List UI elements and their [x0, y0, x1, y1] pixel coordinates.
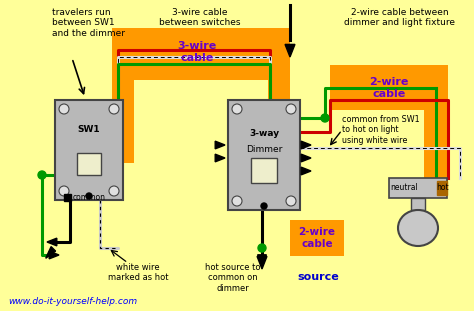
Circle shape	[59, 186, 69, 196]
Polygon shape	[301, 141, 311, 149]
Polygon shape	[46, 247, 55, 258]
Text: white wire
marked as hot: white wire marked as hot	[108, 263, 168, 282]
Polygon shape	[47, 238, 57, 246]
Bar	[77, 153, 101, 175]
Text: www.do-it-yourself-help.com: www.do-it-yourself-help.com	[8, 297, 137, 306]
Text: Dimmer: Dimmer	[246, 145, 282, 154]
Circle shape	[286, 196, 296, 206]
Polygon shape	[49, 251, 59, 259]
Polygon shape	[215, 154, 225, 162]
Circle shape	[232, 196, 242, 206]
Bar	[389, 178, 447, 198]
Bar	[228, 100, 300, 210]
Circle shape	[109, 104, 119, 114]
Circle shape	[321, 114, 329, 122]
Bar	[411, 198, 425, 210]
Bar	[268, 28, 290, 163]
FancyBboxPatch shape	[290, 220, 344, 256]
Circle shape	[109, 186, 119, 196]
Polygon shape	[215, 141, 225, 149]
Bar	[55, 100, 123, 200]
Text: source: source	[297, 272, 339, 282]
Bar	[64, 194, 71, 201]
Bar	[251, 158, 277, 183]
FancyBboxPatch shape	[330, 65, 448, 110]
Text: SW1: SW1	[78, 126, 100, 134]
Bar	[424, 65, 448, 185]
Text: 3-wire cable
between switches: 3-wire cable between switches	[159, 8, 241, 27]
Text: travelers run
between SW1
and the dimmer: travelers run between SW1 and the dimmer	[52, 8, 125, 38]
Text: common: common	[73, 193, 106, 202]
Text: 2-wire cable between
dimmer and light fixture: 2-wire cable between dimmer and light fi…	[345, 8, 456, 27]
Circle shape	[38, 171, 46, 179]
Polygon shape	[257, 255, 266, 266]
Polygon shape	[301, 154, 311, 162]
Circle shape	[59, 104, 69, 114]
Text: hot: hot	[437, 183, 449, 193]
Text: 2-wire
cable: 2-wire cable	[369, 77, 409, 99]
Text: hot source to
common on
dimmer: hot source to common on dimmer	[205, 263, 261, 293]
Text: 3-wire
cable: 3-wire cable	[177, 41, 217, 63]
Ellipse shape	[398, 210, 438, 246]
Circle shape	[258, 244, 266, 252]
Bar	[437, 181, 447, 195]
Polygon shape	[257, 256, 267, 269]
Polygon shape	[285, 44, 295, 57]
Text: 3-way: 3-way	[249, 128, 279, 137]
Polygon shape	[301, 167, 311, 175]
Circle shape	[286, 104, 296, 114]
Circle shape	[86, 193, 92, 199]
Text: common from SW1
to hot on light
using white wire: common from SW1 to hot on light using wh…	[342, 115, 419, 145]
Circle shape	[232, 104, 242, 114]
Text: neutral: neutral	[390, 183, 418, 193]
Bar	[112, 28, 134, 163]
FancyBboxPatch shape	[112, 28, 290, 80]
Circle shape	[261, 203, 267, 209]
Text: 2-wire
cable: 2-wire cable	[299, 227, 336, 249]
